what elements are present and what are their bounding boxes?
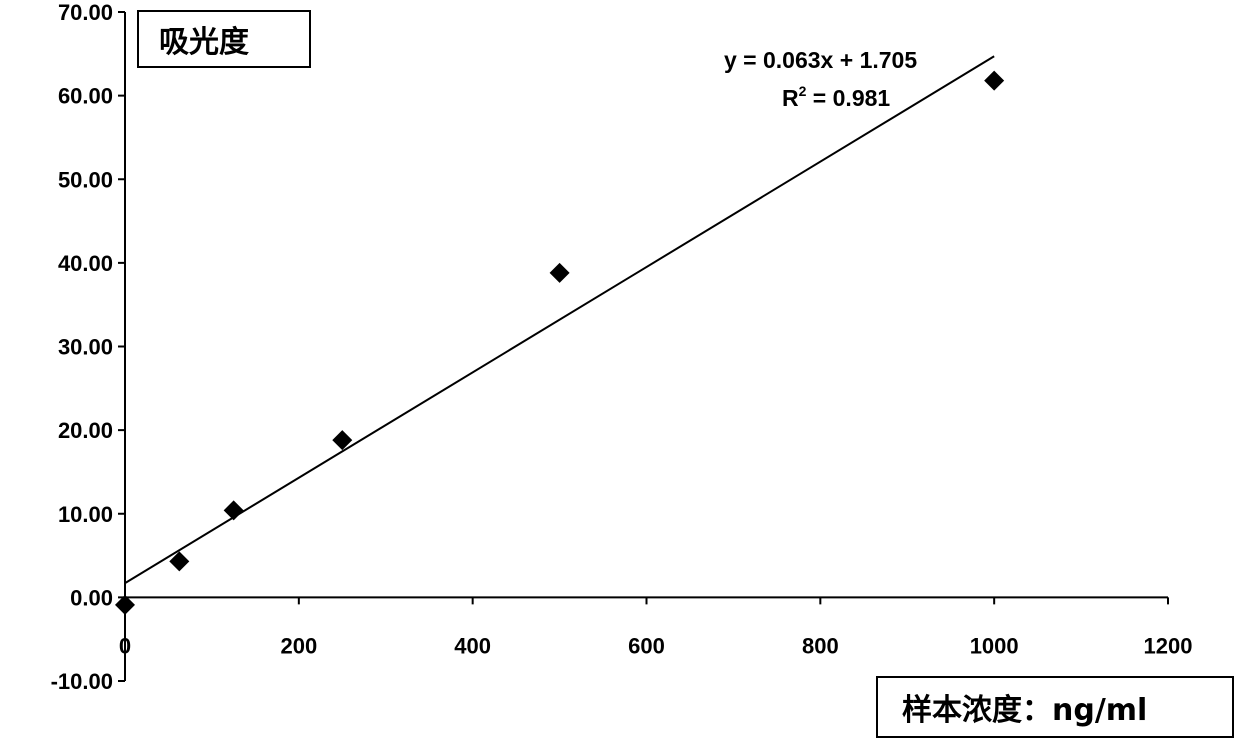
data-point: [550, 263, 570, 283]
x-tick-label: 1000: [970, 633, 1019, 658]
y-axis-title-text: 吸光度: [159, 17, 249, 61]
x-axis-ticks: 0 200 400 600 800 1000 1200: [119, 597, 1193, 658]
y-tick-label: 50.00: [58, 167, 113, 192]
trendline: [125, 56, 994, 583]
r-squared-label: R2 = 0.981: [782, 83, 890, 111]
x-axis-title: 样本浓度：ng/ml: [876, 676, 1234, 738]
y-tick-label: 30.00: [58, 335, 113, 360]
x-tick-label: 200: [280, 633, 317, 658]
axes: [125, 12, 1168, 681]
y-tick-label: 20.00: [58, 418, 113, 443]
y-tick-label: 70.00: [58, 0, 113, 25]
y-tick-label: 60.00: [58, 84, 113, 109]
y-tick-label: 0.00: [70, 585, 113, 610]
y-axis-title: 吸光度: [137, 10, 311, 68]
trendline-equation: y = 0.063x + 1.705: [724, 47, 917, 73]
data-point: [224, 500, 244, 520]
y-tick-label: -10.00: [51, 669, 113, 694]
x-tick-label: 400: [454, 633, 491, 658]
x-axis-title-text: 样本浓度：ng/ml: [902, 685, 1147, 729]
x-tick-label: 800: [802, 633, 839, 658]
y-tick-label: 40.00: [58, 251, 113, 276]
data-points: [115, 71, 1004, 615]
trendline-equation-group: y = 0.063x + 1.705 R2 = 0.981: [724, 47, 917, 111]
data-point: [984, 71, 1004, 91]
x-tick-label: 0: [119, 633, 131, 658]
x-tick-label: 1200: [1144, 633, 1193, 658]
trendline-group: [125, 56, 994, 583]
y-axis-ticks: -10.00 0.00 10.00 20.00 30.00 40.00 50.00 60.00…: [51, 0, 125, 694]
x-tick-label: 600: [628, 633, 665, 658]
y-tick-label: 10.00: [58, 502, 113, 527]
